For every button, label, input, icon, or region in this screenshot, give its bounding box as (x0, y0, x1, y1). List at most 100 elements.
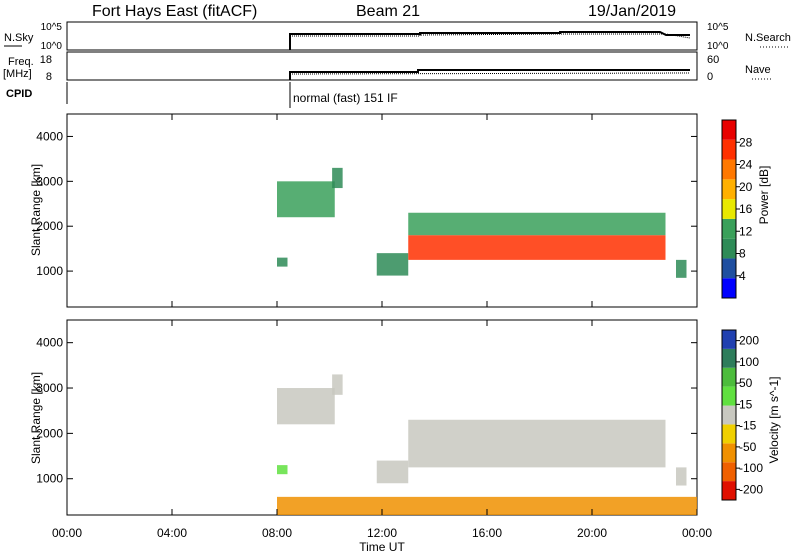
noise-left-tick-bottom: 10^0 (41, 41, 63, 52)
velocity-colorbar-frame (721, 329, 737, 501)
power-echo-region (408, 212, 666, 236)
velocity-panel-frame (66, 319, 698, 516)
time-tick-label: 20:00 (577, 526, 607, 540)
velocity-colorbar: 200 100 50 15 -15 -50 -100 -200 (721, 329, 763, 501)
power-colorbar-segment (722, 258, 736, 279)
power-colorbar-tick-label: 12 (739, 224, 753, 238)
time-tick-label: 16:00 (472, 526, 502, 540)
freq-label-line1: Freq. (8, 56, 34, 68)
power-colorbar-tick-label: 28 (739, 135, 753, 149)
power-y-axis-label: Slant Range [km] (29, 164, 43, 256)
nave-label: Nave (745, 64, 771, 76)
power-colorbar-label: Power [dB] (757, 166, 771, 225)
velocity-panel: 1000 2000 3000 4000 Slant Range [km] 200 100… (29, 319, 781, 516)
power-echo-region (332, 167, 343, 189)
power-panel-frame (66, 113, 698, 308)
velocity-echo-region (277, 465, 288, 475)
freq-tick-bottom: 8 (46, 71, 52, 83)
velocity-colorbar-segment (722, 405, 736, 425)
freq-trace (289, 69, 690, 80)
nave-trace (291, 72, 691, 75)
time-axis-label: Time UT (359, 540, 405, 554)
velocity-colorbar-segment (722, 386, 736, 406)
power-y-tick-label: 3000 (36, 174, 63, 188)
power-colorbar-segment (722, 159, 736, 180)
velocity-y-axis: 1000 2000 3000 4000 (36, 336, 697, 486)
freq-tick-top: 18 (40, 54, 52, 66)
power-data (277, 167, 687, 278)
velocity-y-tick-label: 2000 (36, 426, 63, 440)
power-colorbar-tick-label: 8 (739, 247, 746, 261)
velocity-echo-region (376, 460, 409, 484)
time-axis: 00:00 04:00 08:00 12:00 16:00 20:00 00:00 (52, 114, 712, 540)
search-noise-trace (292, 33, 691, 39)
noise-left-label: N.Sky (4, 32, 34, 44)
velocity-colorbar-segment (722, 443, 736, 463)
velocity-colorbar-tick-label: 50 (739, 376, 753, 390)
velocity-colorbar-segment (722, 348, 736, 368)
velocity-colorbar-tick-label: -50 (739, 440, 757, 454)
velocity-colorbar-tick-label: -100 (739, 461, 763, 475)
time-tick-label: 00:00 (682, 526, 712, 540)
time-tick-label: 00:00 (52, 526, 82, 540)
velocity-echo-region (277, 388, 335, 425)
power-echo-region (408, 235, 666, 260)
velocity-echo-region (332, 374, 343, 395)
power-colorbar-tick-label: 4 (739, 269, 746, 283)
freq-panel-frame (66, 51, 698, 81)
time-tick-label: 04:00 (157, 526, 187, 540)
power-colorbar-tick-label: 16 (739, 202, 753, 216)
velocity-y-tick-label: 4000 (36, 336, 63, 350)
freq-label-line2: [MHz] (3, 68, 32, 80)
velocity-colorbar-tick-label: -15 (739, 419, 757, 433)
velocity-colorbar-tick-label: -200 (739, 482, 763, 496)
power-colorbar-tick-label: 24 (739, 158, 753, 172)
power-colorbar: 4 8 12 16 20 24 28 (721, 119, 753, 299)
velocity-colorbar-tick-label: 15 (739, 397, 753, 411)
velocity-colorbar-segment (722, 330, 736, 349)
noise-panel-frame (66, 21, 698, 51)
sky-noise-trace (289, 31, 690, 50)
velocity-y-tick-label: 3000 (36, 381, 63, 395)
cpid-label: CPID (6, 88, 32, 100)
station-title: Fort Hays East (fitACF) (92, 3, 257, 20)
nave-tick-bottom: 0 (707, 71, 713, 83)
beam-title: Beam 21 (356, 3, 420, 20)
power-y-axis: 1000 2000 3000 4000 (36, 129, 697, 278)
power-colorbar-segment (722, 238, 736, 259)
power-echo-region (676, 259, 687, 278)
velocity-y-axis-label: Slant Range [km] (29, 372, 43, 464)
power-echo-region (277, 181, 335, 218)
velocity-colorbar-tick-label: 100 (739, 355, 759, 369)
power-colorbar-segment (722, 218, 736, 239)
noise-right-tick-bottom: 10^0 (707, 41, 729, 52)
power-y-tick-label: 2000 (36, 219, 63, 233)
power-colorbar-segment (722, 278, 736, 298)
power-panel: 1000 2000 3000 4000 Slant Range [km] 4 8 12 16… (29, 113, 771, 308)
velocity-colorbar-tick-label: 200 (739, 334, 759, 348)
noise-right-label: N.Search (745, 32, 791, 44)
time-tick-label: 08:00 (262, 526, 292, 540)
velocity-colorbar-segment (722, 424, 736, 444)
velocity-colorbar-segment (722, 481, 736, 500)
velocity-data (277, 374, 697, 515)
velocity-echo-region (408, 419, 666, 468)
noise-right-tick-top: 10^5 (707, 22, 729, 33)
velocity-colorbar-segment (722, 462, 736, 482)
power-colorbar-tick-label: 20 (739, 180, 753, 194)
power-colorbar-segment (722, 120, 736, 140)
velocity-echo-region (676, 467, 687, 486)
velocity-colorbar-segment (722, 367, 736, 387)
power-colorbar-segment (722, 179, 736, 200)
velocity-colorbar-label: Velocity [m s^-1] (767, 377, 781, 464)
power-y-tick-label: 4000 (36, 129, 63, 143)
time-tick-label: 12:00 (367, 526, 397, 540)
velocity-y-tick-label: 1000 (36, 472, 63, 486)
nave-tick-top: 60 (707, 54, 719, 66)
power-echo-region (376, 253, 409, 276)
power-echo-region (277, 257, 288, 267)
date-title: 19/Jan/2019 (588, 3, 676, 20)
power-colorbar-segment (722, 199, 736, 219)
